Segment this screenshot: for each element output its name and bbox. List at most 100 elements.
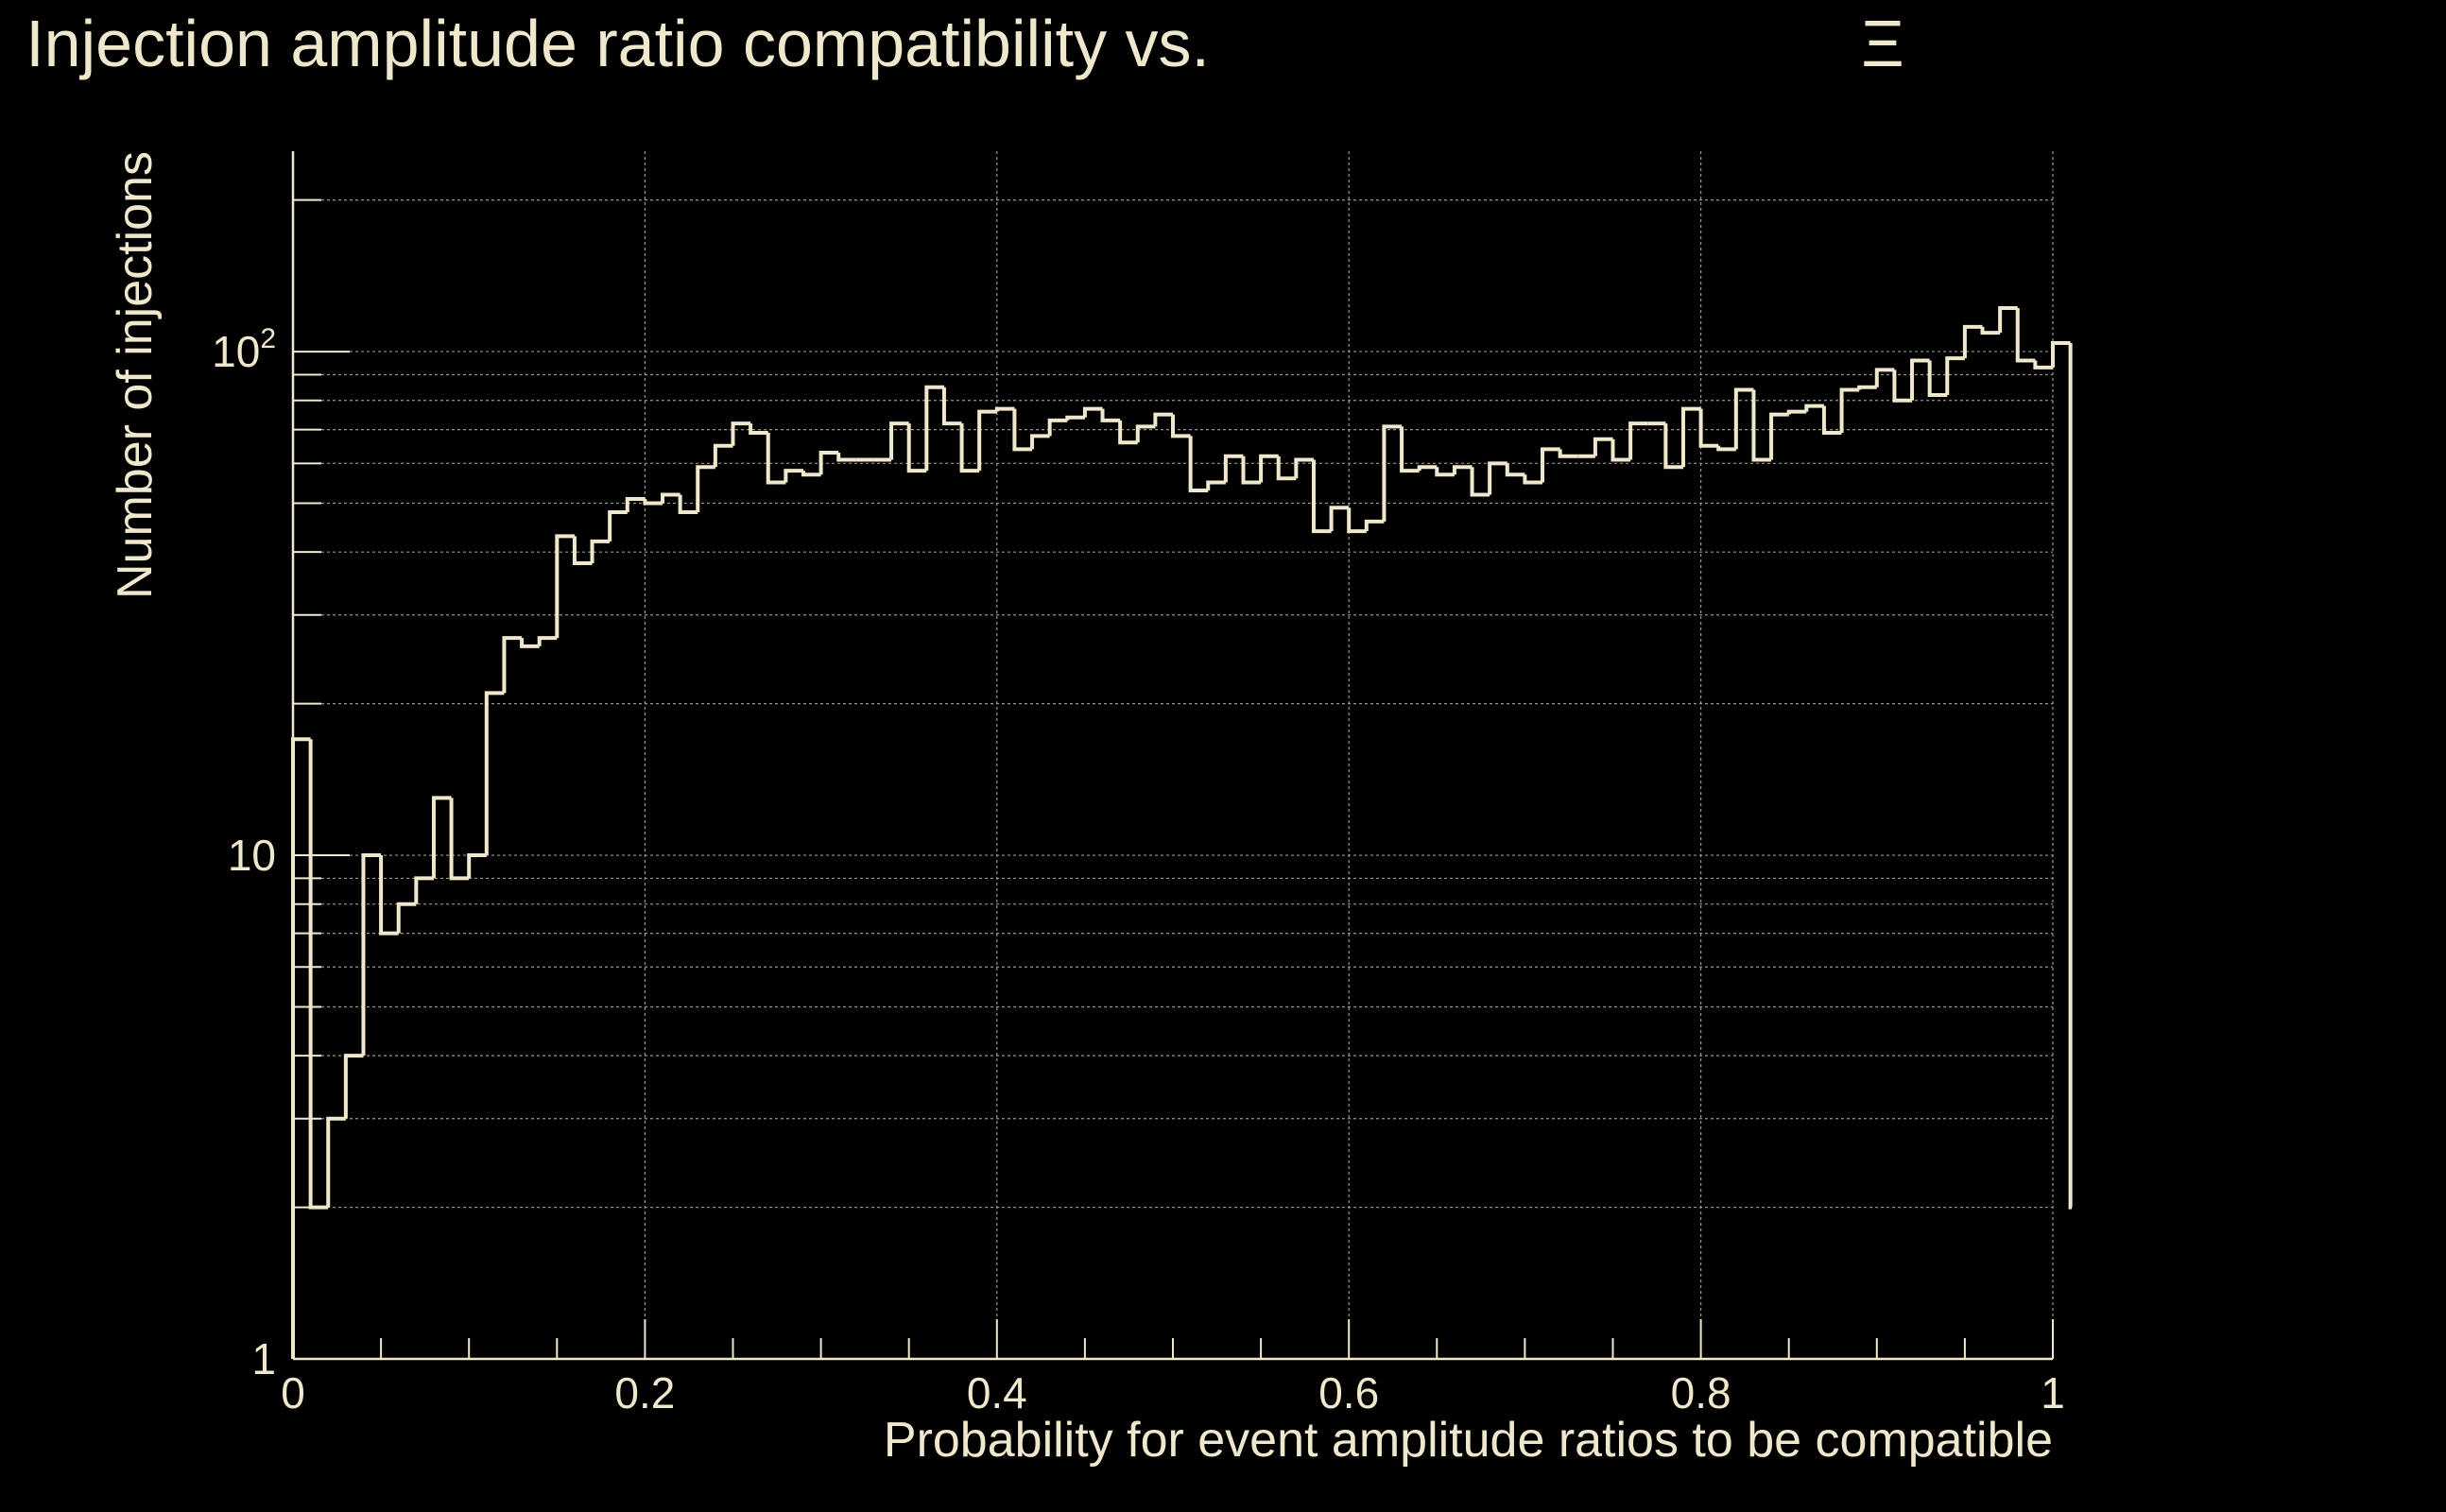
histogram-bin	[924, 385, 944, 472]
histogram-bin	[1082, 406, 1103, 418]
histogram-bin	[1558, 449, 1578, 458]
histogram-bin	[1821, 405, 1842, 435]
histogram-bin	[1030, 434, 1050, 450]
histogram-bin	[1382, 424, 1403, 522]
histogram-bin	[2068, 343, 2073, 1210]
histogram-bin	[1435, 467, 1455, 477]
histogram-bin	[1716, 445, 1736, 452]
histogram-bin	[906, 423, 927, 473]
histogram-bin	[291, 737, 311, 1359]
histogram-bin	[1065, 415, 1085, 421]
x-tick-label: 0.2	[614, 1368, 675, 1418]
histogram-bin	[2015, 308, 2036, 363]
histogram-bin	[1857, 385, 1877, 390]
histogram-bin	[326, 1116, 346, 1208]
tick-labels: 0 0.2 0.4 0.6 0.8 1 1 10 102	[212, 323, 2065, 1418]
histogram-bin	[1135, 424, 1156, 443]
histogram-bin	[1012, 408, 1033, 452]
histogram-bin	[572, 536, 593, 566]
histogram-bin	[801, 471, 821, 477]
histogram-bin	[643, 498, 663, 506]
histogram-bin	[1698, 408, 1719, 448]
histogram-bin	[361, 853, 382, 1057]
histogram-bin	[625, 496, 646, 512]
histogram-bin	[1400, 426, 1420, 473]
y-tick-label: 10	[228, 831, 276, 880]
histogram-bin	[1488, 461, 1507, 495]
x-tick-label: 0	[281, 1368, 305, 1418]
histogram-bin	[520, 638, 540, 648]
histogram-bin	[1927, 360, 1948, 398]
histogram-bin	[1680, 406, 1701, 468]
chart-title-symbol: Ξ	[1861, 7, 1904, 80]
histogram-bin	[749, 423, 768, 435]
histogram-bin	[994, 406, 1015, 412]
histogram-bin	[1153, 412, 1173, 427]
histogram-bin	[1839, 387, 1860, 433]
histogram-bin	[1523, 474, 1543, 485]
histogram-bin	[766, 432, 786, 485]
histogram-bin	[784, 469, 803, 483]
histogram-bin	[818, 451, 839, 475]
histogram-bin	[1417, 465, 1438, 472]
histogram-bin	[1593, 437, 1613, 456]
histogram-bin	[449, 798, 470, 881]
histogram-bin	[1751, 389, 1772, 462]
histogram-bin	[1241, 455, 1262, 485]
y-tick-label: 1	[251, 1334, 276, 1383]
histogram-bin	[1294, 457, 1314, 479]
histogram-bin	[431, 796, 452, 879]
histogram-bin	[343, 1054, 364, 1119]
histogram-bin	[1364, 519, 1385, 532]
chart-title: Injection amplitude ratio compatibility …	[26, 7, 1210, 80]
histogram-bin	[1047, 418, 1068, 437]
histogram-bin	[608, 509, 628, 541]
histogram-bin	[1259, 454, 1279, 483]
histogram-bin	[1769, 412, 1789, 460]
x-tick-label: 0.6	[1318, 1368, 1379, 1418]
histogram-bin	[713, 443, 733, 468]
histogram-series	[291, 306, 2073, 1359]
histogram-bin	[977, 409, 997, 472]
x-tick-label: 0.4	[967, 1368, 1027, 1418]
histogram-bin	[836, 453, 856, 462]
histogram-bin	[1100, 408, 1121, 422]
histogram-bin	[467, 853, 487, 879]
histogram-bin	[678, 494, 698, 514]
histogram-bin	[2033, 360, 2053, 369]
histogram-bin	[590, 539, 611, 564]
histogram-bin	[1804, 404, 1824, 412]
histogram-bin	[1892, 369, 1913, 403]
histogram-bin	[1347, 507, 1367, 534]
histogram-bin	[1188, 436, 1209, 493]
histogram-bin	[696, 465, 715, 512]
histogram-bin	[941, 387, 962, 426]
histogram-bin	[1962, 324, 1983, 359]
histogram-bin	[1171, 414, 1191, 438]
histogram-bin	[1541, 447, 1560, 483]
histogram-bin	[1118, 420, 1138, 445]
histogram-bin	[1329, 506, 1350, 532]
histogram-bin	[1786, 409, 1807, 415]
histogram-bin	[1470, 467, 1490, 497]
histogram-bin	[1874, 368, 1895, 387]
y-axis-label: Number of injections	[108, 151, 163, 599]
x-axis-label: Probability for event amplitude ratios t…	[884, 1413, 2053, 1468]
tick-marks	[292, 198, 2054, 1360]
histogram-bin	[1980, 326, 2001, 335]
histogram-bin	[308, 739, 329, 1210]
histogram-bin	[1276, 455, 1297, 481]
x-tick-label: 0.8	[1671, 1368, 1731, 1418]
histogram-bin	[889, 421, 909, 460]
histogram-bin	[1311, 459, 1332, 534]
histogram-bin	[2051, 341, 2071, 368]
histogram-bin	[1733, 387, 1754, 450]
histogram-bin	[1505, 463, 1525, 477]
histogram-bin	[661, 492, 680, 504]
histogram-bin	[502, 636, 523, 694]
histogram-bin	[555, 534, 575, 639]
histogram-bin	[1663, 423, 1683, 470]
histogram-bin	[1998, 306, 2018, 334]
